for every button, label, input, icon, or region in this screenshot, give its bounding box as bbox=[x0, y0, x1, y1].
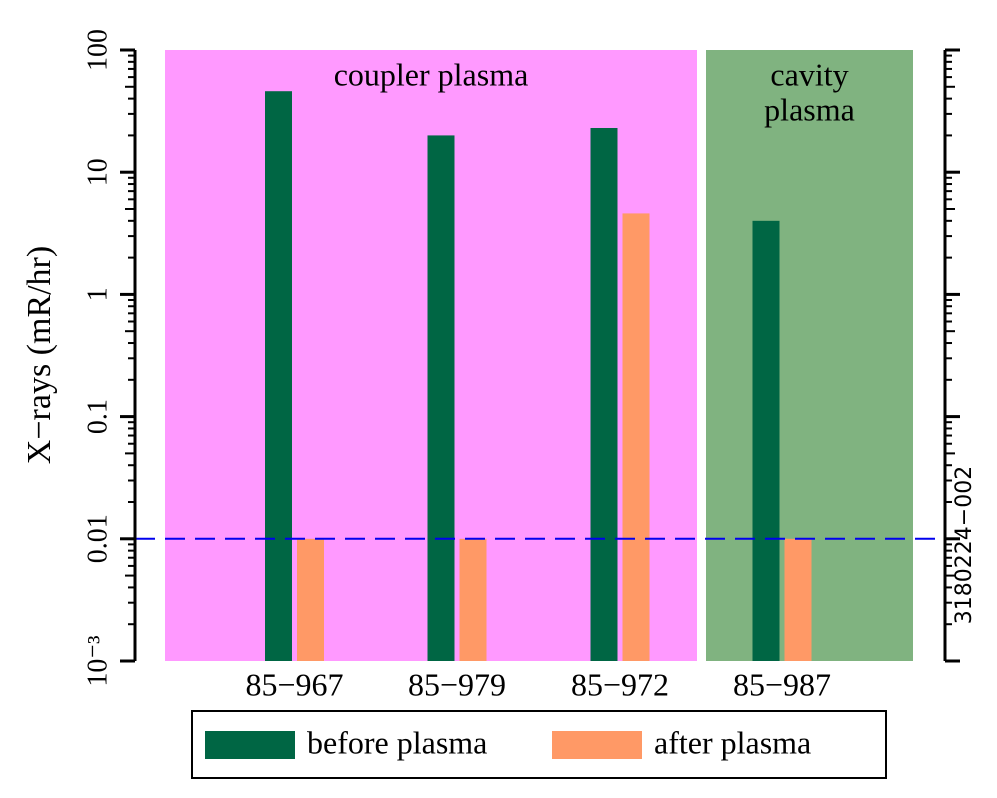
y-tick-label: 100 bbox=[82, 29, 113, 71]
x-tick-label: 85−967 bbox=[245, 666, 343, 702]
legend-swatch bbox=[552, 731, 642, 759]
y-tick-label: 0.01 bbox=[82, 514, 113, 563]
bar bbox=[297, 538, 324, 661]
x-tick-label: 85−972 bbox=[571, 666, 669, 702]
bar bbox=[265, 91, 292, 661]
region-label: plasma bbox=[764, 91, 855, 127]
figure-id: 3180224−002 bbox=[952, 466, 977, 624]
y-tick-label: 10 bbox=[82, 158, 113, 186]
region-label: cavity bbox=[770, 56, 848, 92]
legend-box bbox=[191, 710, 887, 779]
bar bbox=[590, 127, 618, 662]
bar bbox=[784, 538, 812, 661]
legend-swatch bbox=[205, 731, 295, 759]
x-tick-label: 85−979 bbox=[408, 666, 506, 702]
region-label: coupler plasma bbox=[334, 56, 529, 92]
legend-label: before plasma bbox=[307, 724, 487, 760]
y-tick-label: 10⁻³ bbox=[82, 635, 113, 686]
y-axis-label: X−rays (mR/hr) bbox=[21, 246, 58, 464]
y-tick-label: 0.1 bbox=[82, 399, 113, 434]
y-tick-label: 1 bbox=[82, 287, 113, 301]
x-tick-label: 85−987 bbox=[733, 666, 831, 702]
bar bbox=[622, 213, 650, 661]
bar bbox=[459, 538, 487, 661]
legend-label: after plasma bbox=[654, 724, 811, 760]
bar bbox=[427, 135, 455, 662]
bar bbox=[752, 220, 780, 662]
